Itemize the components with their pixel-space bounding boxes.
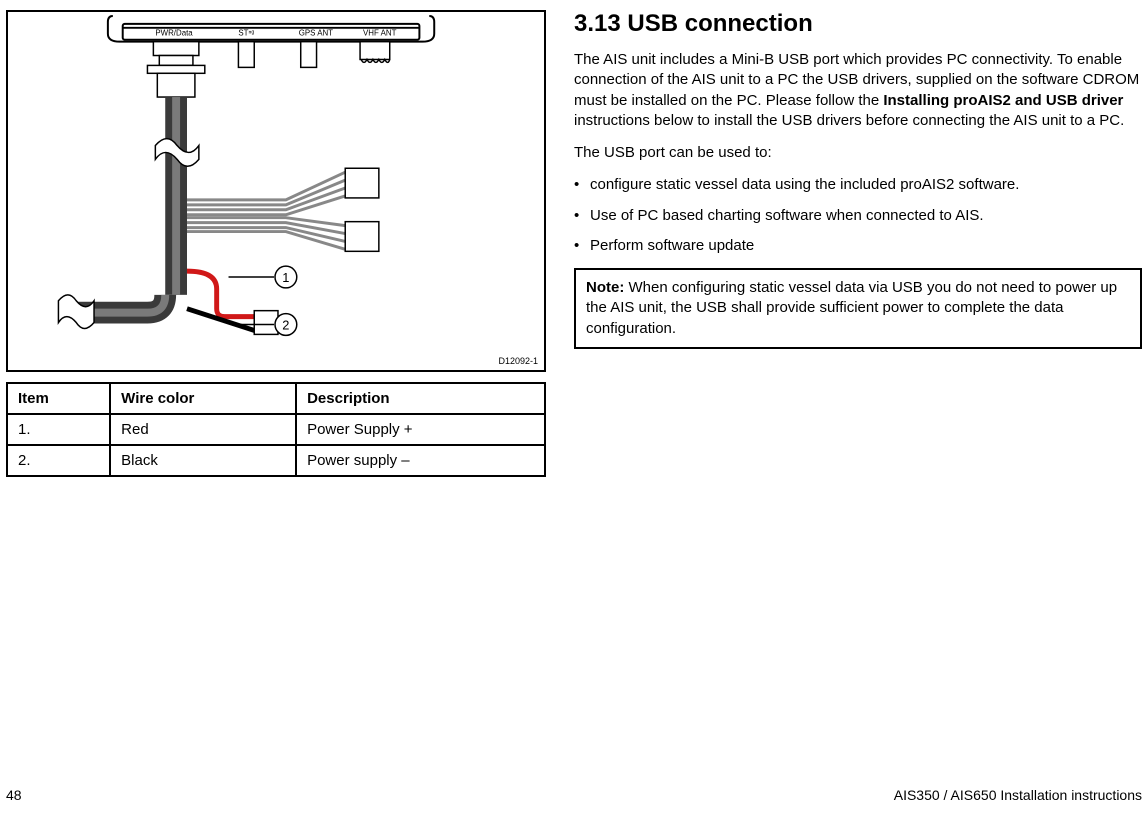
table-row: 1. Red Power Supply + — [7, 414, 545, 445]
list-item: Use of PC based charting software when c… — [574, 206, 1142, 226]
table-cell: Power Supply + — [296, 414, 545, 445]
note-text: When configuring static vessel data via … — [586, 279, 1117, 337]
intro-paragraph: The AIS unit includes a Mini-B USB port … — [574, 50, 1142, 131]
page: PWR/Data STⁿᵍ GPS ANT VHF ANT — [0, 0, 1148, 813]
wire-color-table: Item Wire color Description 1. Red Power… — [6, 382, 546, 477]
wiring-diagram-figure: PWR/Data STⁿᵍ GPS ANT VHF ANT — [6, 10, 546, 372]
port-label-pwrdata: PWR/Data — [155, 29, 193, 38]
usb-uses-intro: The USB port can be used to: — [574, 143, 1142, 163]
list-item: Perform software update — [574, 236, 1142, 256]
wiring-diagram-svg: PWR/Data STⁿᵍ GPS ANT VHF ANT — [8, 12, 544, 370]
para1-part-b: instructions below to install the USB dr… — [574, 112, 1124, 129]
note-box: Note: When configuring static vessel dat… — [574, 268, 1142, 349]
table-header-wirecolor: Wire color — [110, 383, 296, 414]
table-cell: Red — [110, 414, 296, 445]
list-item: configure static vessel data using the i… — [574, 175, 1142, 195]
port-label-gpsant: GPS ANT — [299, 29, 333, 38]
callout-1: 1 — [229, 266, 297, 288]
usb-uses-list: configure static vessel data using the i… — [574, 175, 1142, 256]
port-label-vhfant: VHF ANT — [363, 29, 397, 38]
svg-text:2: 2 — [282, 317, 289, 332]
table-cell: 2. — [7, 445, 110, 476]
document-title: AIS350 / AIS650 Installation instruction… — [894, 787, 1142, 803]
table-cell: 1. — [7, 414, 110, 445]
table-header-description: Description — [296, 383, 545, 414]
table-cell: Black — [110, 445, 296, 476]
section-title: 3.13 USB connection — [574, 10, 1142, 38]
para1-bold: Installing proAIS2 and USB driver — [883, 92, 1123, 109]
note-label: Note: — [586, 279, 624, 296]
port-label-stng: STⁿᵍ — [238, 29, 254, 38]
page-number: 48 — [6, 787, 22, 803]
figure-id-label: D12092-1 — [498, 356, 538, 366]
wire-black — [187, 309, 254, 331]
page-footer: 48 AIS350 / AIS650 Installation instruct… — [6, 787, 1142, 803]
table-header-row: Item Wire color Description — [7, 383, 545, 414]
table-row: 2. Black Power supply – — [7, 445, 545, 476]
left-column: PWR/Data STⁿᵍ GPS ANT VHF ANT — [6, 10, 546, 477]
table-cell: Power supply – — [296, 445, 545, 476]
table-header-item: Item — [7, 383, 110, 414]
two-column-layout: PWR/Data STⁿᵍ GPS ANT VHF ANT — [6, 10, 1142, 477]
right-column: 3.13 USB connection The AIS unit include… — [574, 10, 1142, 477]
svg-text:1: 1 — [282, 270, 289, 285]
